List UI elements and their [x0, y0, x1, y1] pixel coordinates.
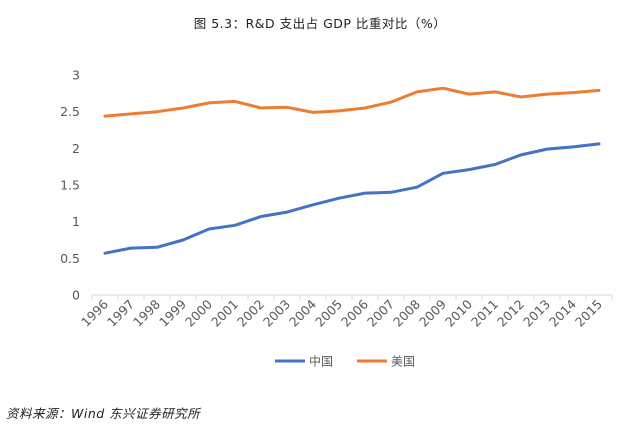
- y-tick-label: 0.5: [60, 251, 80, 266]
- x-axis: 1996199719981999200020012002200320042005…: [78, 294, 613, 330]
- x-tick-label: 2012: [494, 297, 527, 330]
- chart-title: 图 5.3：R&D 支出占 GDP 比重对比（%）: [193, 16, 447, 31]
- series-line-1: [103, 142, 601, 255]
- x-tick-label: 1996: [78, 296, 111, 329]
- line-chart: 00.511.522.53 19961997199819992000200120…: [60, 68, 613, 369]
- x-tick-label: 2010: [442, 296, 475, 329]
- x-tick-label: 1997: [104, 297, 137, 330]
- x-tick-label: 2003: [260, 297, 293, 330]
- y-tick-label: 2: [72, 141, 80, 156]
- series-line-2: [103, 86, 601, 118]
- y-axis: 0 0.5 1 1.5 2 2.5 3: [60, 68, 80, 303]
- legend: 中国 美国: [275, 354, 415, 369]
- x-tick-label: 2006: [338, 296, 371, 329]
- x-tick-label: 2005: [312, 297, 345, 330]
- x-tick-label: 2013: [520, 297, 553, 330]
- y-tick-label: 1.5: [60, 178, 80, 193]
- x-tick-label: 2009: [416, 296, 449, 329]
- source-note: 资料来源：Wind 东兴证券研究所: [6, 406, 201, 421]
- x-tick-label: 2000: [182, 296, 215, 329]
- x-tick-label: 1999: [156, 296, 189, 329]
- x-tick-label: 2011: [468, 297, 501, 330]
- x-tick-label: 1998: [130, 296, 163, 329]
- legend-label: 美国: [391, 355, 415, 369]
- x-tick-label: 2001: [208, 297, 241, 330]
- x-tick-label: 2007: [364, 297, 397, 330]
- x-tick-label: 2008: [390, 296, 423, 329]
- y-tick-label: 0: [72, 288, 80, 303]
- x-tick-label: 2002: [234, 297, 267, 330]
- legend-label: 中国: [309, 354, 333, 369]
- x-tick-label: 2015: [572, 297, 605, 330]
- y-tick-label: 3: [72, 68, 80, 83]
- y-tick-label: 1: [72, 214, 80, 229]
- x-tick-label: 2014: [546, 296, 579, 329]
- series-layer: [103, 86, 601, 255]
- y-tick-label: 2.5: [60, 104, 80, 119]
- x-tick-label: 2004: [286, 296, 319, 329]
